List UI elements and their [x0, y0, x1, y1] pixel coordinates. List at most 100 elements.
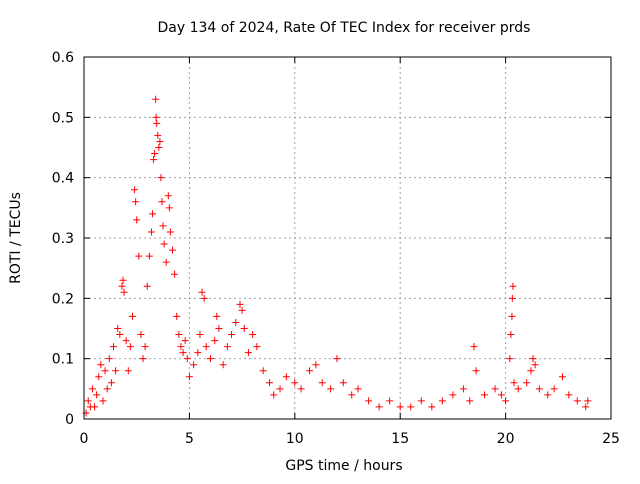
- data-point: [166, 228, 174, 236]
- data-point: [198, 288, 206, 296]
- data-point: [114, 325, 122, 332]
- x-axis-label: GPS time / hours: [285, 458, 402, 474]
- data-point: [472, 367, 480, 375]
- data-point: [365, 397, 373, 405]
- data-point: [502, 397, 510, 405]
- data-point: [126, 343, 134, 351]
- data-point: [506, 355, 514, 363]
- data-point: [559, 373, 567, 381]
- y-tick-label: 0: [65, 412, 74, 428]
- data-point: [143, 282, 151, 290]
- data-point: [282, 373, 290, 381]
- data-point: [240, 325, 248, 332]
- data-point: [151, 150, 159, 158]
- data-point: [466, 397, 474, 405]
- data-point: [481, 391, 489, 399]
- data-point: [259, 367, 267, 375]
- data-point: [438, 397, 446, 405]
- data-point: [339, 379, 347, 387]
- data-point: [417, 397, 425, 405]
- x-tick-label: 20: [497, 431, 515, 447]
- data-point: [202, 343, 210, 351]
- data-point: [266, 379, 274, 387]
- data-point: [244, 349, 252, 357]
- x-tick-label: 10: [286, 431, 304, 447]
- data-point: [318, 379, 326, 387]
- data-point: [508, 312, 516, 320]
- data-point: [531, 361, 539, 369]
- data-point: [582, 403, 590, 411]
- data-point: [171, 270, 179, 278]
- data-point: [565, 391, 573, 399]
- data-point: [159, 222, 167, 230]
- data-point: [196, 331, 204, 339]
- data-point: [211, 337, 219, 345]
- data-point: [510, 379, 518, 387]
- data-point: [150, 156, 158, 164]
- data-point: [375, 403, 383, 411]
- data-point: [386, 397, 394, 405]
- data-point: [223, 343, 231, 351]
- data-point: [154, 131, 162, 139]
- data-point: [88, 385, 96, 393]
- data-point: [573, 397, 581, 405]
- data-point: [156, 137, 164, 145]
- data-point: [523, 379, 531, 387]
- y-tick-label: 0.5: [52, 110, 74, 126]
- data-point: [529, 355, 537, 363]
- data-point: [103, 385, 111, 393]
- x-tick-label: 15: [391, 431, 409, 447]
- data-point: [232, 318, 240, 326]
- data-point: [107, 379, 115, 387]
- data-point: [470, 343, 478, 351]
- data-point: [165, 204, 173, 212]
- data-point: [190, 361, 198, 369]
- x-tick-label: 0: [80, 431, 89, 447]
- data-point: [291, 379, 299, 387]
- data-point: [535, 385, 543, 393]
- data-point: [93, 391, 101, 399]
- data-point: [119, 276, 127, 284]
- data-point: [509, 282, 517, 290]
- data-point: [110, 343, 118, 351]
- data-point: [124, 367, 132, 375]
- data-point: [122, 337, 130, 345]
- data-point: [116, 331, 124, 339]
- data-point: [219, 361, 227, 369]
- data-point: [183, 355, 191, 363]
- data-point: [152, 113, 160, 121]
- y-tick-label: 0.2: [52, 291, 74, 307]
- data-point: [508, 294, 516, 302]
- data-point: [175, 331, 183, 339]
- data-point: [137, 331, 145, 339]
- points-layer: [82, 95, 592, 417]
- data-point: [584, 397, 592, 405]
- data-point: [253, 343, 261, 351]
- data-point: [135, 252, 143, 260]
- data-point: [491, 385, 499, 393]
- data-point: [132, 198, 140, 206]
- chart-title: Day 134 of 2024, Rate Of TEC Index for r…: [158, 20, 531, 36]
- data-point: [155, 144, 163, 151]
- data-point: [544, 391, 552, 399]
- data-point: [169, 246, 177, 254]
- data-point: [527, 367, 535, 375]
- data-point: [149, 210, 157, 218]
- data-point: [297, 385, 305, 393]
- data-point: [91, 403, 99, 411]
- data-point: [179, 349, 187, 357]
- y-tick-label: 0.4: [52, 171, 74, 187]
- data-point: [128, 312, 136, 320]
- data-point: [312, 361, 320, 369]
- data-point: [95, 373, 103, 381]
- data-point: [348, 391, 356, 399]
- data-point: [276, 385, 284, 393]
- data-point: [206, 355, 214, 363]
- data-point: [112, 367, 120, 375]
- data-point: [228, 331, 236, 339]
- data-point: [428, 403, 436, 411]
- data-point: [200, 294, 208, 302]
